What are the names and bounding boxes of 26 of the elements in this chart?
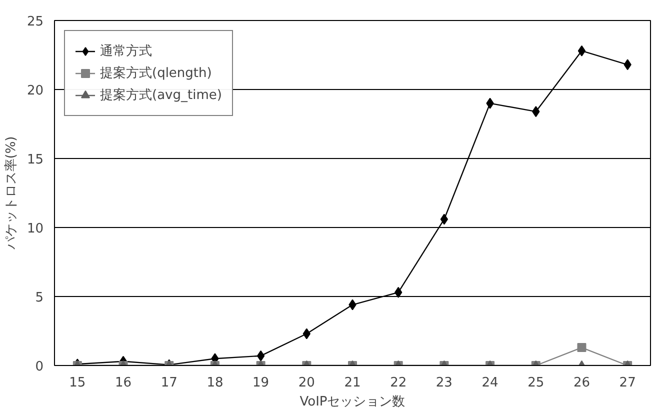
x-tick-label: 17	[160, 376, 178, 390]
y-tick-label: 20	[26, 84, 44, 98]
y-axis-title: パケットロス率(%)	[2, 136, 19, 251]
x-tick-label: 19	[252, 376, 270, 390]
y-tick-label: 25	[26, 14, 44, 30]
y-tick-label: 5	[35, 290, 44, 306]
x-tick-label: 21	[344, 376, 361, 390]
y-tick-label: 10	[26, 222, 44, 236]
point	[578, 45, 586, 56]
x-tick-label: 20	[298, 376, 315, 390]
legend-label: 提案方式(qlength)	[100, 65, 212, 82]
y-tick-label: 15	[26, 152, 44, 168]
x-tick-label: 18	[206, 376, 224, 390]
x-tick-label: 23	[436, 376, 452, 390]
x-axis-title: VoIPセッション数	[300, 394, 406, 410]
legend-label: 通常方式	[100, 43, 152, 60]
x-tick-label: 27	[619, 376, 636, 390]
legend-label: 提案方式(avg_time)	[100, 87, 222, 104]
x-tick-label: 16	[115, 376, 132, 390]
point	[440, 214, 448, 225]
x-tick-label: 25	[528, 376, 544, 390]
x-tick-label: 26	[573, 376, 590, 390]
x-tick-label: 15	[69, 376, 86, 390]
x-tick-label: 24	[482, 376, 498, 390]
y-tick-label: 0	[35, 360, 44, 374]
x-tick-label: 22	[390, 376, 407, 390]
